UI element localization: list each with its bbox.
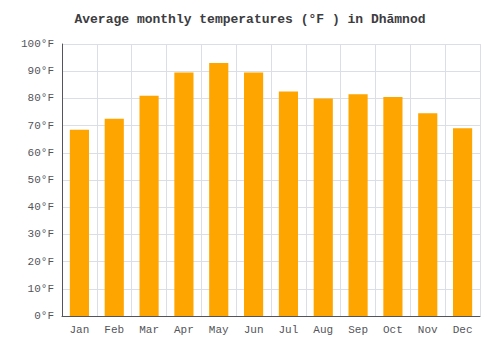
svg-text:Feb: Feb: [104, 324, 124, 336]
svg-text:60°F: 60°F: [28, 147, 54, 159]
svg-text:70°F: 70°F: [28, 120, 54, 132]
svg-text:Oct: Oct: [383, 324, 403, 336]
svg-text:100°F: 100°F: [21, 38, 54, 50]
svg-text:Aug: Aug: [313, 324, 333, 336]
svg-text:80°F: 80°F: [28, 92, 54, 104]
svg-text:30°F: 30°F: [28, 228, 54, 240]
svg-text:Sep: Sep: [348, 324, 368, 336]
svg-text:10°F: 10°F: [28, 283, 54, 295]
svg-text:Average monthly temperatures (: Average monthly temperatures (°F ) in Dh…: [74, 12, 425, 27]
svg-text:0°F: 0°F: [34, 310, 54, 322]
svg-text:50°F: 50°F: [28, 174, 54, 186]
svg-text:Jul: Jul: [279, 324, 299, 336]
svg-text:90°F: 90°F: [28, 65, 54, 77]
svg-text:Nov: Nov: [418, 324, 438, 336]
svg-text:Dec: Dec: [453, 324, 473, 336]
svg-text:Mar: Mar: [139, 324, 159, 336]
svg-text:20°F: 20°F: [28, 256, 54, 268]
svg-text:May: May: [209, 324, 229, 336]
svg-text:Jun: Jun: [244, 324, 264, 336]
svg-text:Jan: Jan: [70, 324, 90, 336]
svg-text:Apr: Apr: [174, 324, 194, 336]
svg-text:40°F: 40°F: [28, 201, 54, 213]
